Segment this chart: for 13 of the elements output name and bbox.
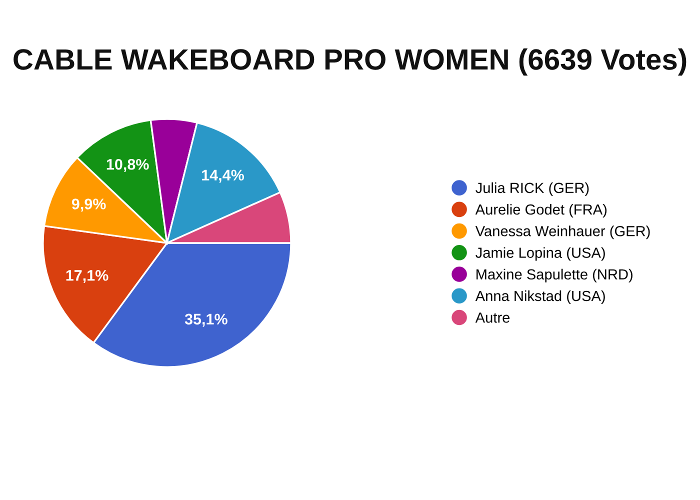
data-label: 9,9% xyxy=(72,198,106,212)
data-label: 35,1% xyxy=(184,314,228,327)
legend-label: Vanessa Weinhauer (GER) xyxy=(475,226,650,240)
legend-label: Julia RICK (GER) xyxy=(476,182,589,196)
legend-label: Jamie Lopina (USA) xyxy=(476,247,605,261)
chart-title: CABLE WAKEBOARD PRO WOMEN (6639 Votes) xyxy=(14,48,686,76)
legend-label: Anna Nikstad (USA) xyxy=(475,290,605,304)
legend-label: Autre xyxy=(475,312,510,323)
legend-label: Aurelie Godet (FRA) xyxy=(475,204,607,218)
legend-label: Maxine Sapulette (NRD) xyxy=(476,268,632,282)
data-label: 10,8% xyxy=(106,158,149,172)
data-label: 17,1% xyxy=(66,270,108,284)
data-label: 14,4% xyxy=(202,170,244,183)
